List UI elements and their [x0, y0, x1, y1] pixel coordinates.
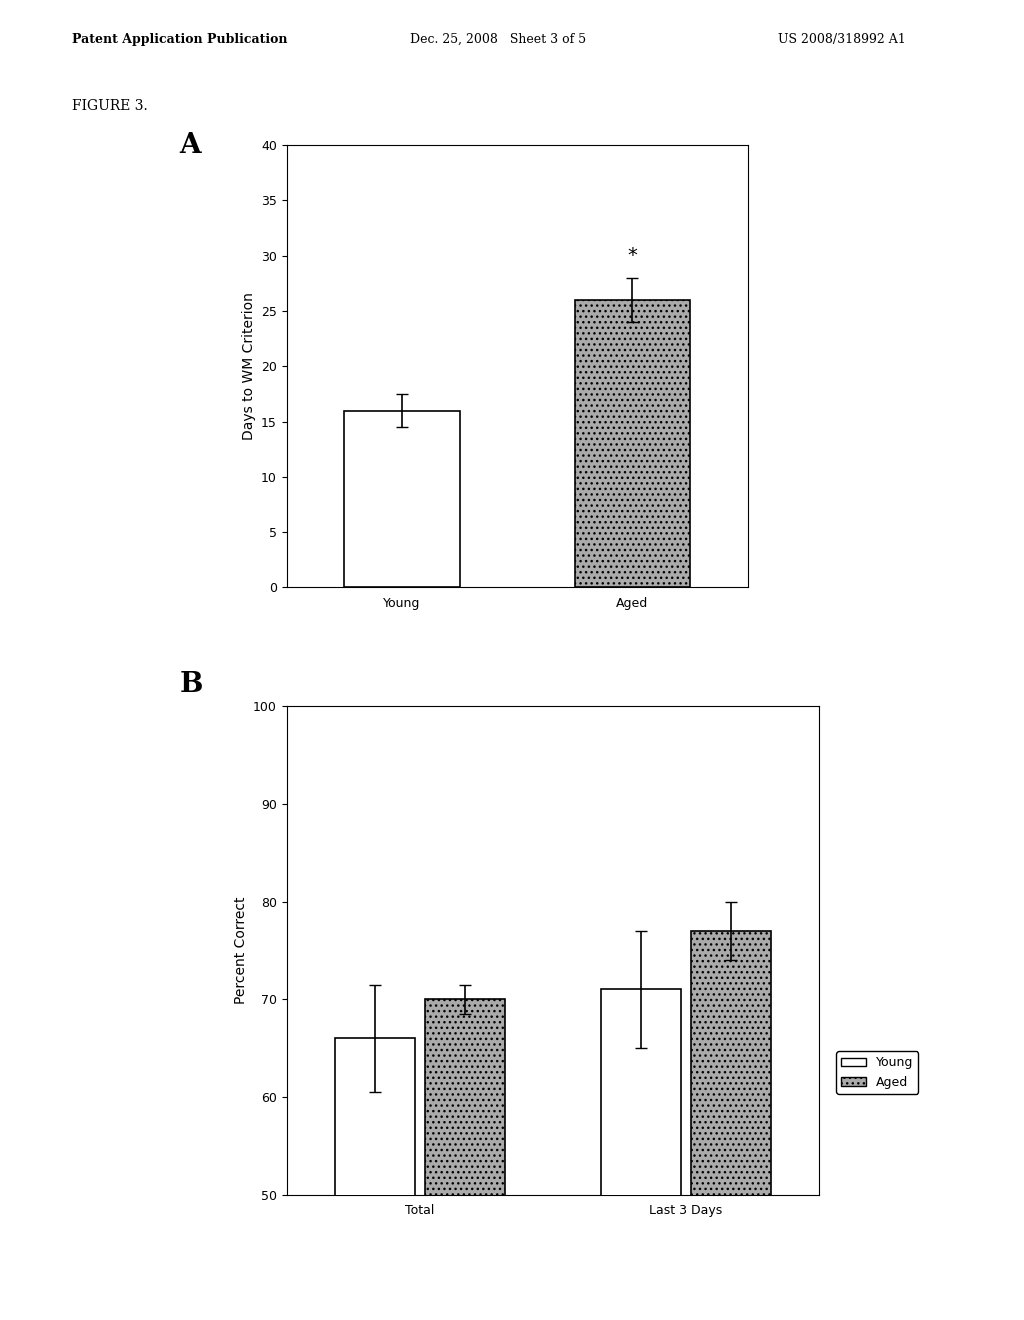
Bar [425, 999, 505, 1320]
Text: Patent Application Publication: Patent Application Publication [72, 33, 287, 46]
Bar [601, 990, 681, 1320]
Text: US 2008/318992 A1: US 2008/318992 A1 [778, 33, 906, 46]
Text: FIGURE 3.: FIGURE 3. [72, 99, 147, 114]
Bar [344, 411, 460, 587]
Text: A: A [179, 132, 201, 158]
Bar [691, 931, 771, 1320]
Legend: Young, Aged: Young, Aged [837, 1051, 919, 1094]
Text: *: * [628, 246, 637, 264]
Text: B: B [179, 671, 203, 697]
Y-axis label: Percent Correct: Percent Correct [233, 896, 248, 1005]
Bar [574, 300, 690, 587]
Y-axis label: Days to WM Criterion: Days to WM Criterion [242, 292, 256, 441]
Bar [335, 1039, 415, 1320]
Text: Dec. 25, 2008   Sheet 3 of 5: Dec. 25, 2008 Sheet 3 of 5 [410, 33, 586, 46]
